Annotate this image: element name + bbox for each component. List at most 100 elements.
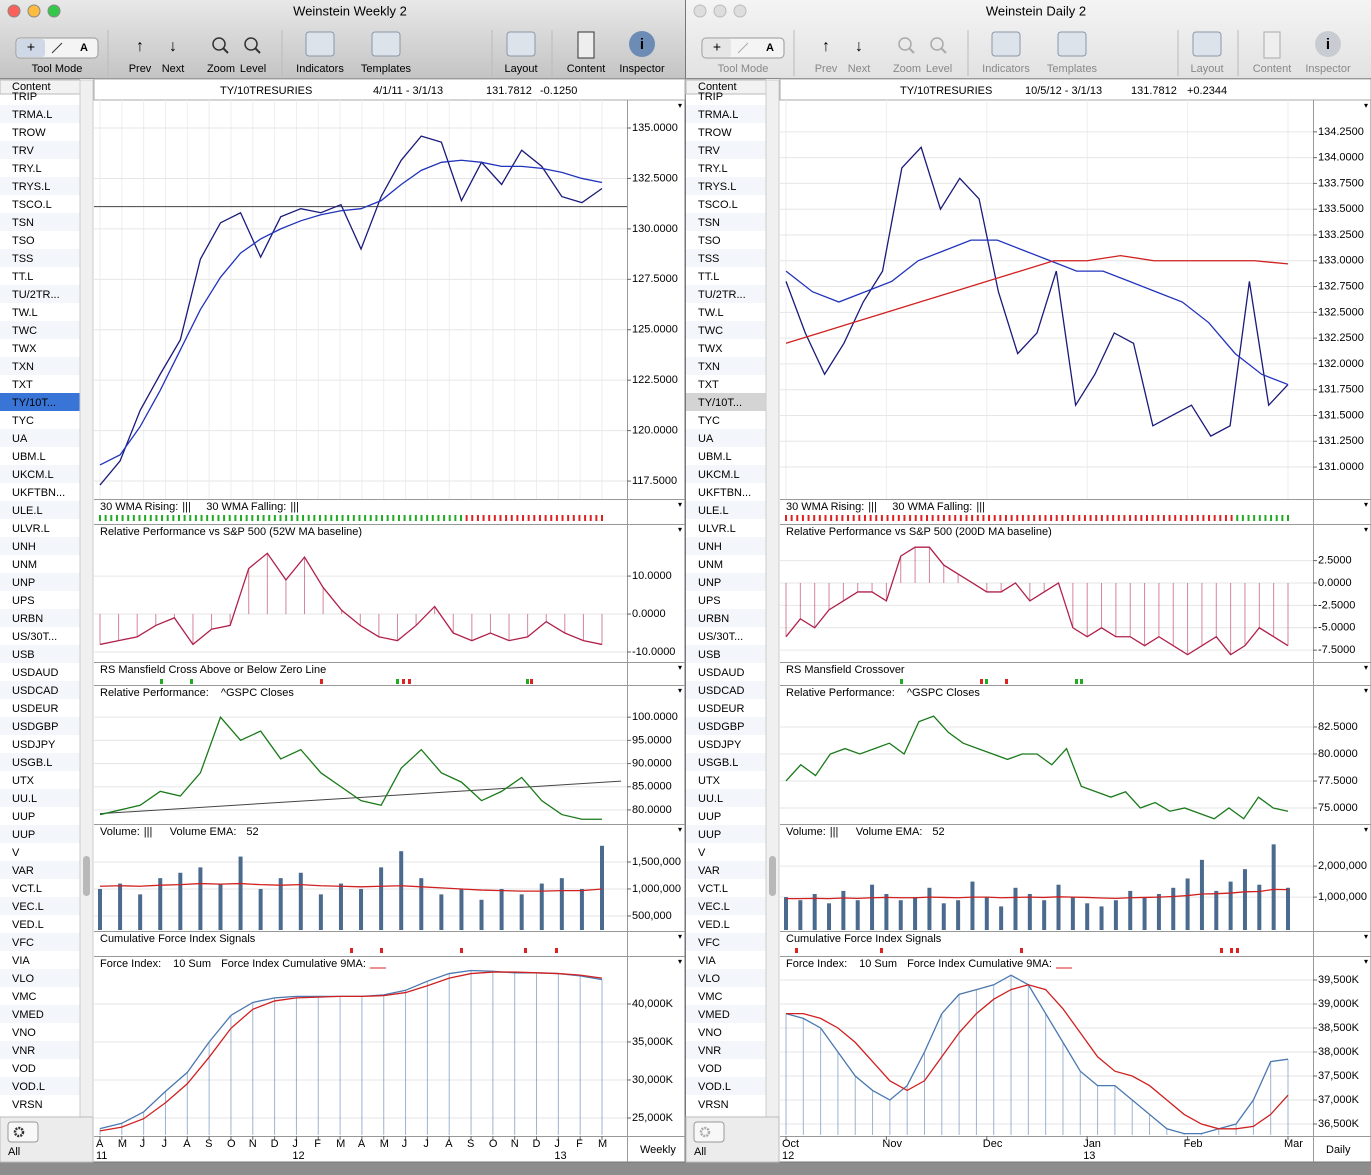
toolbar-label[interactable]: Layout xyxy=(504,63,537,75)
symbol-item[interactable]: TW.L xyxy=(12,307,38,319)
symbol-item[interactable]: VOD xyxy=(698,1063,722,1075)
symbol-item[interactable]: TROW xyxy=(12,127,46,139)
symbol-item[interactable]: UU.L xyxy=(12,793,37,805)
symbol-item[interactable]: TXN xyxy=(12,361,34,373)
symbol-item[interactable]: TSN xyxy=(698,217,720,229)
symbol-item[interactable]: TT.L xyxy=(12,271,33,283)
symbol-item[interactable]: UBM.L xyxy=(12,451,46,463)
symbol-item[interactable]: UUP xyxy=(698,829,721,841)
symbol-item[interactable]: TRMA.L xyxy=(12,109,52,121)
symbol-item[interactable]: TU/2TR... xyxy=(12,289,60,301)
symbol-item[interactable]: UBM.L xyxy=(698,451,732,463)
window-button[interactable] xyxy=(713,4,727,18)
symbol-item[interactable]: TWC xyxy=(698,325,723,337)
symbol-item[interactable]: TWX xyxy=(698,343,723,355)
symbol-item[interactable]: UUP xyxy=(698,811,721,823)
symbol-item[interactable]: TSN xyxy=(12,217,34,229)
symbol-item[interactable]: UNM xyxy=(12,559,37,571)
window-button[interactable] xyxy=(733,4,747,18)
scroll-thumb[interactable] xyxy=(769,856,776,896)
symbol-item[interactable]: VLO xyxy=(12,973,34,985)
toolbar-label[interactable]: Inspector xyxy=(1305,63,1351,75)
symbol-item[interactable]: TWX xyxy=(12,343,37,355)
symbol-item[interactable]: TXT xyxy=(12,379,33,391)
symbol-item[interactable]: ULVR.L xyxy=(12,523,50,535)
symbol-item[interactable]: URBN xyxy=(12,613,43,625)
symbol-item[interactable]: TRV xyxy=(12,145,34,157)
window-button[interactable] xyxy=(7,4,21,18)
symbol-item[interactable]: VIA xyxy=(698,955,716,967)
symbol-item[interactable]: TSS xyxy=(698,253,719,265)
symbol-item[interactable]: US/30T... xyxy=(12,631,57,643)
symbol-item[interactable]: ULE.L xyxy=(698,505,729,517)
symbol-item[interactable]: USDEUR xyxy=(698,703,745,715)
symbol-item[interactable]: USDJPY xyxy=(698,739,742,751)
window-button[interactable] xyxy=(693,4,707,18)
symbol-item[interactable]: TRIP xyxy=(12,91,37,103)
symbol-item[interactable]: TY/10T... xyxy=(698,397,742,409)
symbol-item[interactable]: VCT.L xyxy=(698,883,728,895)
symbol-item[interactable]: TRIP xyxy=(698,91,723,103)
symbol-item[interactable]: VAR xyxy=(698,865,720,877)
toolbar-label[interactable]: Prev xyxy=(815,63,838,75)
symbol-item[interactable]: UKFTBN... xyxy=(698,487,751,499)
symbol-item[interactable]: VNO xyxy=(12,1027,36,1039)
symbol-item[interactable]: VED.L xyxy=(698,919,730,931)
symbol-item[interactable]: VMED xyxy=(12,1009,44,1021)
symbol-item[interactable]: UPS xyxy=(698,595,721,607)
symbol-item[interactable]: VRSN xyxy=(12,1099,43,1111)
symbol-item[interactable]: UKCM.L xyxy=(698,469,740,481)
toolbar-label[interactable]: Layout xyxy=(1190,63,1223,75)
symbol-item[interactable]: TXT xyxy=(698,379,719,391)
symbol-item[interactable]: USGB.L xyxy=(12,757,52,769)
toolbar-label[interactable]: Level xyxy=(926,63,952,75)
symbol-item[interactable]: TT.L xyxy=(698,271,719,283)
symbol-item[interactable]: USDJPY xyxy=(12,739,56,751)
symbol-item[interactable]: USDAUD xyxy=(698,667,745,679)
toolbar-label[interactable]: Tool Mode xyxy=(32,63,83,75)
window-button[interactable] xyxy=(27,4,41,18)
symbol-item[interactable]: ULVR.L xyxy=(698,523,736,535)
symbol-item[interactable]: UKFTBN... xyxy=(12,487,65,499)
toolbar-label[interactable]: Templates xyxy=(1047,63,1098,75)
symbol-item[interactable]: UTX xyxy=(12,775,35,787)
symbol-item[interactable]: VOD xyxy=(12,1063,36,1075)
symbol-item[interactable]: VLO xyxy=(698,973,720,985)
symbol-item[interactable]: TSCO.L xyxy=(698,199,738,211)
symbol-item[interactable]: UKCM.L xyxy=(12,469,54,481)
toolbar-label[interactable]: Content xyxy=(567,63,606,75)
toolbar-label[interactable]: Indicators xyxy=(296,63,344,75)
symbol-item[interactable]: VOD.L xyxy=(12,1081,45,1093)
symbol-item[interactable]: USGB.L xyxy=(698,757,738,769)
symbol-item[interactable]: V xyxy=(12,847,20,859)
symbol-item[interactable]: VMC xyxy=(698,991,723,1003)
symbol-item[interactable]: VMC xyxy=(12,991,37,1003)
symbol-item[interactable]: TSCO.L xyxy=(12,199,52,211)
symbol-item[interactable]: TW.L xyxy=(698,307,724,319)
symbol-item[interactable]: ULE.L xyxy=(12,505,43,517)
symbol-item[interactable]: TSS xyxy=(12,253,33,265)
symbol-item[interactable]: TRY.L xyxy=(12,163,42,175)
symbol-item[interactable]: TXN xyxy=(698,361,720,373)
symbol-item[interactable]: TRMA.L xyxy=(698,109,738,121)
toolbar-label[interactable]: Templates xyxy=(361,63,412,75)
symbol-item[interactable]: TRY.L xyxy=(698,163,728,175)
symbol-item[interactable]: UUP xyxy=(12,811,35,823)
toolbar-label[interactable]: Prev xyxy=(129,63,152,75)
symbol-item[interactable]: TY/10T... xyxy=(12,397,56,409)
symbol-item[interactable]: USDAUD xyxy=(12,667,59,679)
symbol-item[interactable]: UA xyxy=(12,433,28,445)
symbol-item[interactable]: VCT.L xyxy=(12,883,42,895)
toolbar-label[interactable]: Level xyxy=(240,63,266,75)
symbol-item[interactable]: VMED xyxy=(698,1009,730,1021)
toolbar-label[interactable]: Inspector xyxy=(619,63,665,75)
symbol-item[interactable]: UTX xyxy=(698,775,721,787)
symbol-item[interactable]: USB xyxy=(12,649,35,661)
symbol-item[interactable]: USB xyxy=(698,649,721,661)
symbol-item[interactable]: TRYS.L xyxy=(698,181,736,193)
symbol-item[interactable]: TROW xyxy=(698,127,732,139)
symbol-item[interactable]: USDEUR xyxy=(12,703,59,715)
symbol-item[interactable]: USDGBP xyxy=(12,721,58,733)
symbol-item[interactable]: VFC xyxy=(698,937,720,949)
symbol-item[interactable]: UA xyxy=(698,433,714,445)
